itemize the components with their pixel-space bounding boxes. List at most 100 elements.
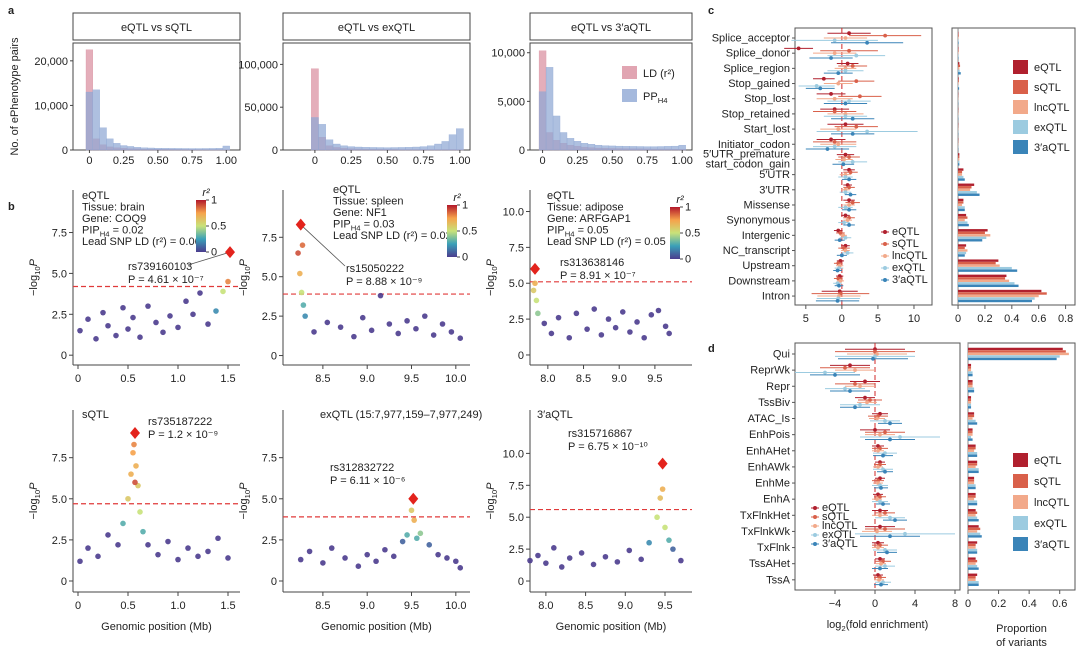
proportion-bar: [968, 449, 975, 452]
info-line: eQTL: [333, 184, 361, 196]
proportion-bar: [958, 191, 977, 194]
estimate: [878, 513, 882, 518]
colorbar: [196, 200, 206, 252]
snp-point: [551, 545, 557, 551]
proportion-bar: [958, 297, 1035, 300]
estimate: [843, 114, 848, 119]
y-axis-label-part: 10: [33, 490, 42, 499]
hist-bar: [133, 147, 141, 151]
estimate: [848, 192, 853, 197]
estimate: [845, 251, 850, 255]
colorbar: [670, 207, 680, 259]
y-tick-label: 5.0: [52, 494, 67, 506]
y-tick-label: 5.0: [262, 272, 277, 284]
y-tick-label: 2.5: [262, 311, 277, 323]
estimate: [888, 534, 892, 539]
proportion-bar: [958, 193, 980, 196]
proportion-bar: [968, 581, 979, 584]
proportion-bar: [968, 463, 978, 466]
panel-title: eQTL vs exQTL: [338, 22, 415, 34]
estimate: [883, 33, 888, 38]
estimate: [847, 203, 851, 207]
proportion-bar: [958, 64, 961, 68]
estimate: [879, 561, 883, 566]
x-tick-label: 1.0: [170, 600, 185, 612]
proportion-bar: [958, 249, 968, 252]
y-axis-label-part: −log: [485, 498, 497, 519]
legend-label: 3′aQTL: [822, 538, 858, 550]
panel-header: [529, 12, 693, 41]
proportion-bar: [958, 34, 959, 37]
info-line: eQTL: [547, 190, 575, 202]
estimate: [847, 48, 851, 53]
legend-label: 3′aQTL: [892, 274, 928, 286]
estimate: [879, 485, 883, 490]
snp-point: [351, 333, 357, 340]
x-tick-label: 10.0: [445, 600, 466, 612]
snp-point: [395, 330, 402, 337]
snp-point: [295, 250, 301, 256]
proportion-bar: [968, 578, 976, 581]
estimate: [878, 499, 882, 504]
hist-bar: [383, 147, 392, 151]
colorbar-tick-label: 1: [462, 200, 468, 212]
estimate: [857, 94, 862, 99]
estimate: [823, 370, 827, 375]
snp-point: [426, 542, 433, 548]
proportion-bar: [958, 266, 1012, 270]
proportion-tick-label: 0: [955, 313, 961, 325]
hist-bar: [636, 146, 644, 151]
info-line: Tissue: spleen: [333, 196, 404, 208]
snp-point: [130, 449, 136, 456]
estimate: [854, 124, 859, 129]
y-tick-label: 0: [519, 145, 525, 157]
proportion-bar: [958, 72, 961, 75]
proportion-bar: [968, 468, 979, 471]
legend-marker: [883, 254, 887, 258]
snp-point: [602, 553, 609, 560]
legend-marker: [813, 515, 817, 519]
legend-marker: [813, 533, 817, 537]
snp-point: [457, 565, 464, 571]
y-axis-label-part: P: [28, 258, 40, 266]
y-tick-label: 0: [62, 145, 68, 157]
panel-title: eQTL vs 3′aQTL: [571, 22, 651, 34]
x-tick-label: 0: [75, 373, 81, 385]
hist-bar: [441, 141, 450, 151]
x-tick-label: 0.50: [147, 155, 168, 167]
snp-point: [386, 321, 393, 327]
y-axis-label-part: −log: [238, 498, 250, 519]
x-tick-label: 5: [803, 313, 809, 325]
proportion-bar: [958, 216, 968, 219]
proportion-bar: [958, 178, 965, 181]
estimate: [843, 175, 848, 179]
y-axis-label-part: P: [238, 258, 250, 266]
hist-bar: [390, 147, 399, 151]
proportion-tick-label: 0.2: [977, 313, 992, 325]
proportion-bar: [958, 259, 999, 262]
snp-point: [220, 288, 226, 295]
x-axis-label: Genomic position (Mb): [101, 621, 212, 633]
snp-point: [373, 558, 379, 565]
y-tick-label: 7.5: [509, 480, 524, 492]
category-label: EnhA: [763, 494, 791, 506]
snp-point: [175, 556, 181, 563]
estimate: [881, 502, 885, 506]
proportion-bar: [958, 84, 959, 88]
proportion-bar: [968, 527, 981, 531]
category-label: Missense: [744, 199, 790, 211]
x-tick-label: 4: [912, 598, 918, 610]
estimate: [843, 68, 848, 73]
proportion-bar: [968, 557, 976, 560]
legend-label-part: PP: [643, 91, 658, 103]
proportion-bar: [968, 502, 978, 506]
proportion-bar: [958, 201, 964, 204]
category-label: Intergenic: [742, 230, 791, 242]
hist-bar: [120, 145, 128, 151]
snp-point: [300, 302, 307, 308]
proportion-bar: [958, 87, 960, 90]
estimate: [898, 435, 902, 439]
legend-marker: [813, 506, 817, 510]
x-axis-label-part: (fold enrichment): [846, 619, 929, 631]
y-tick-label: 0: [518, 576, 524, 588]
